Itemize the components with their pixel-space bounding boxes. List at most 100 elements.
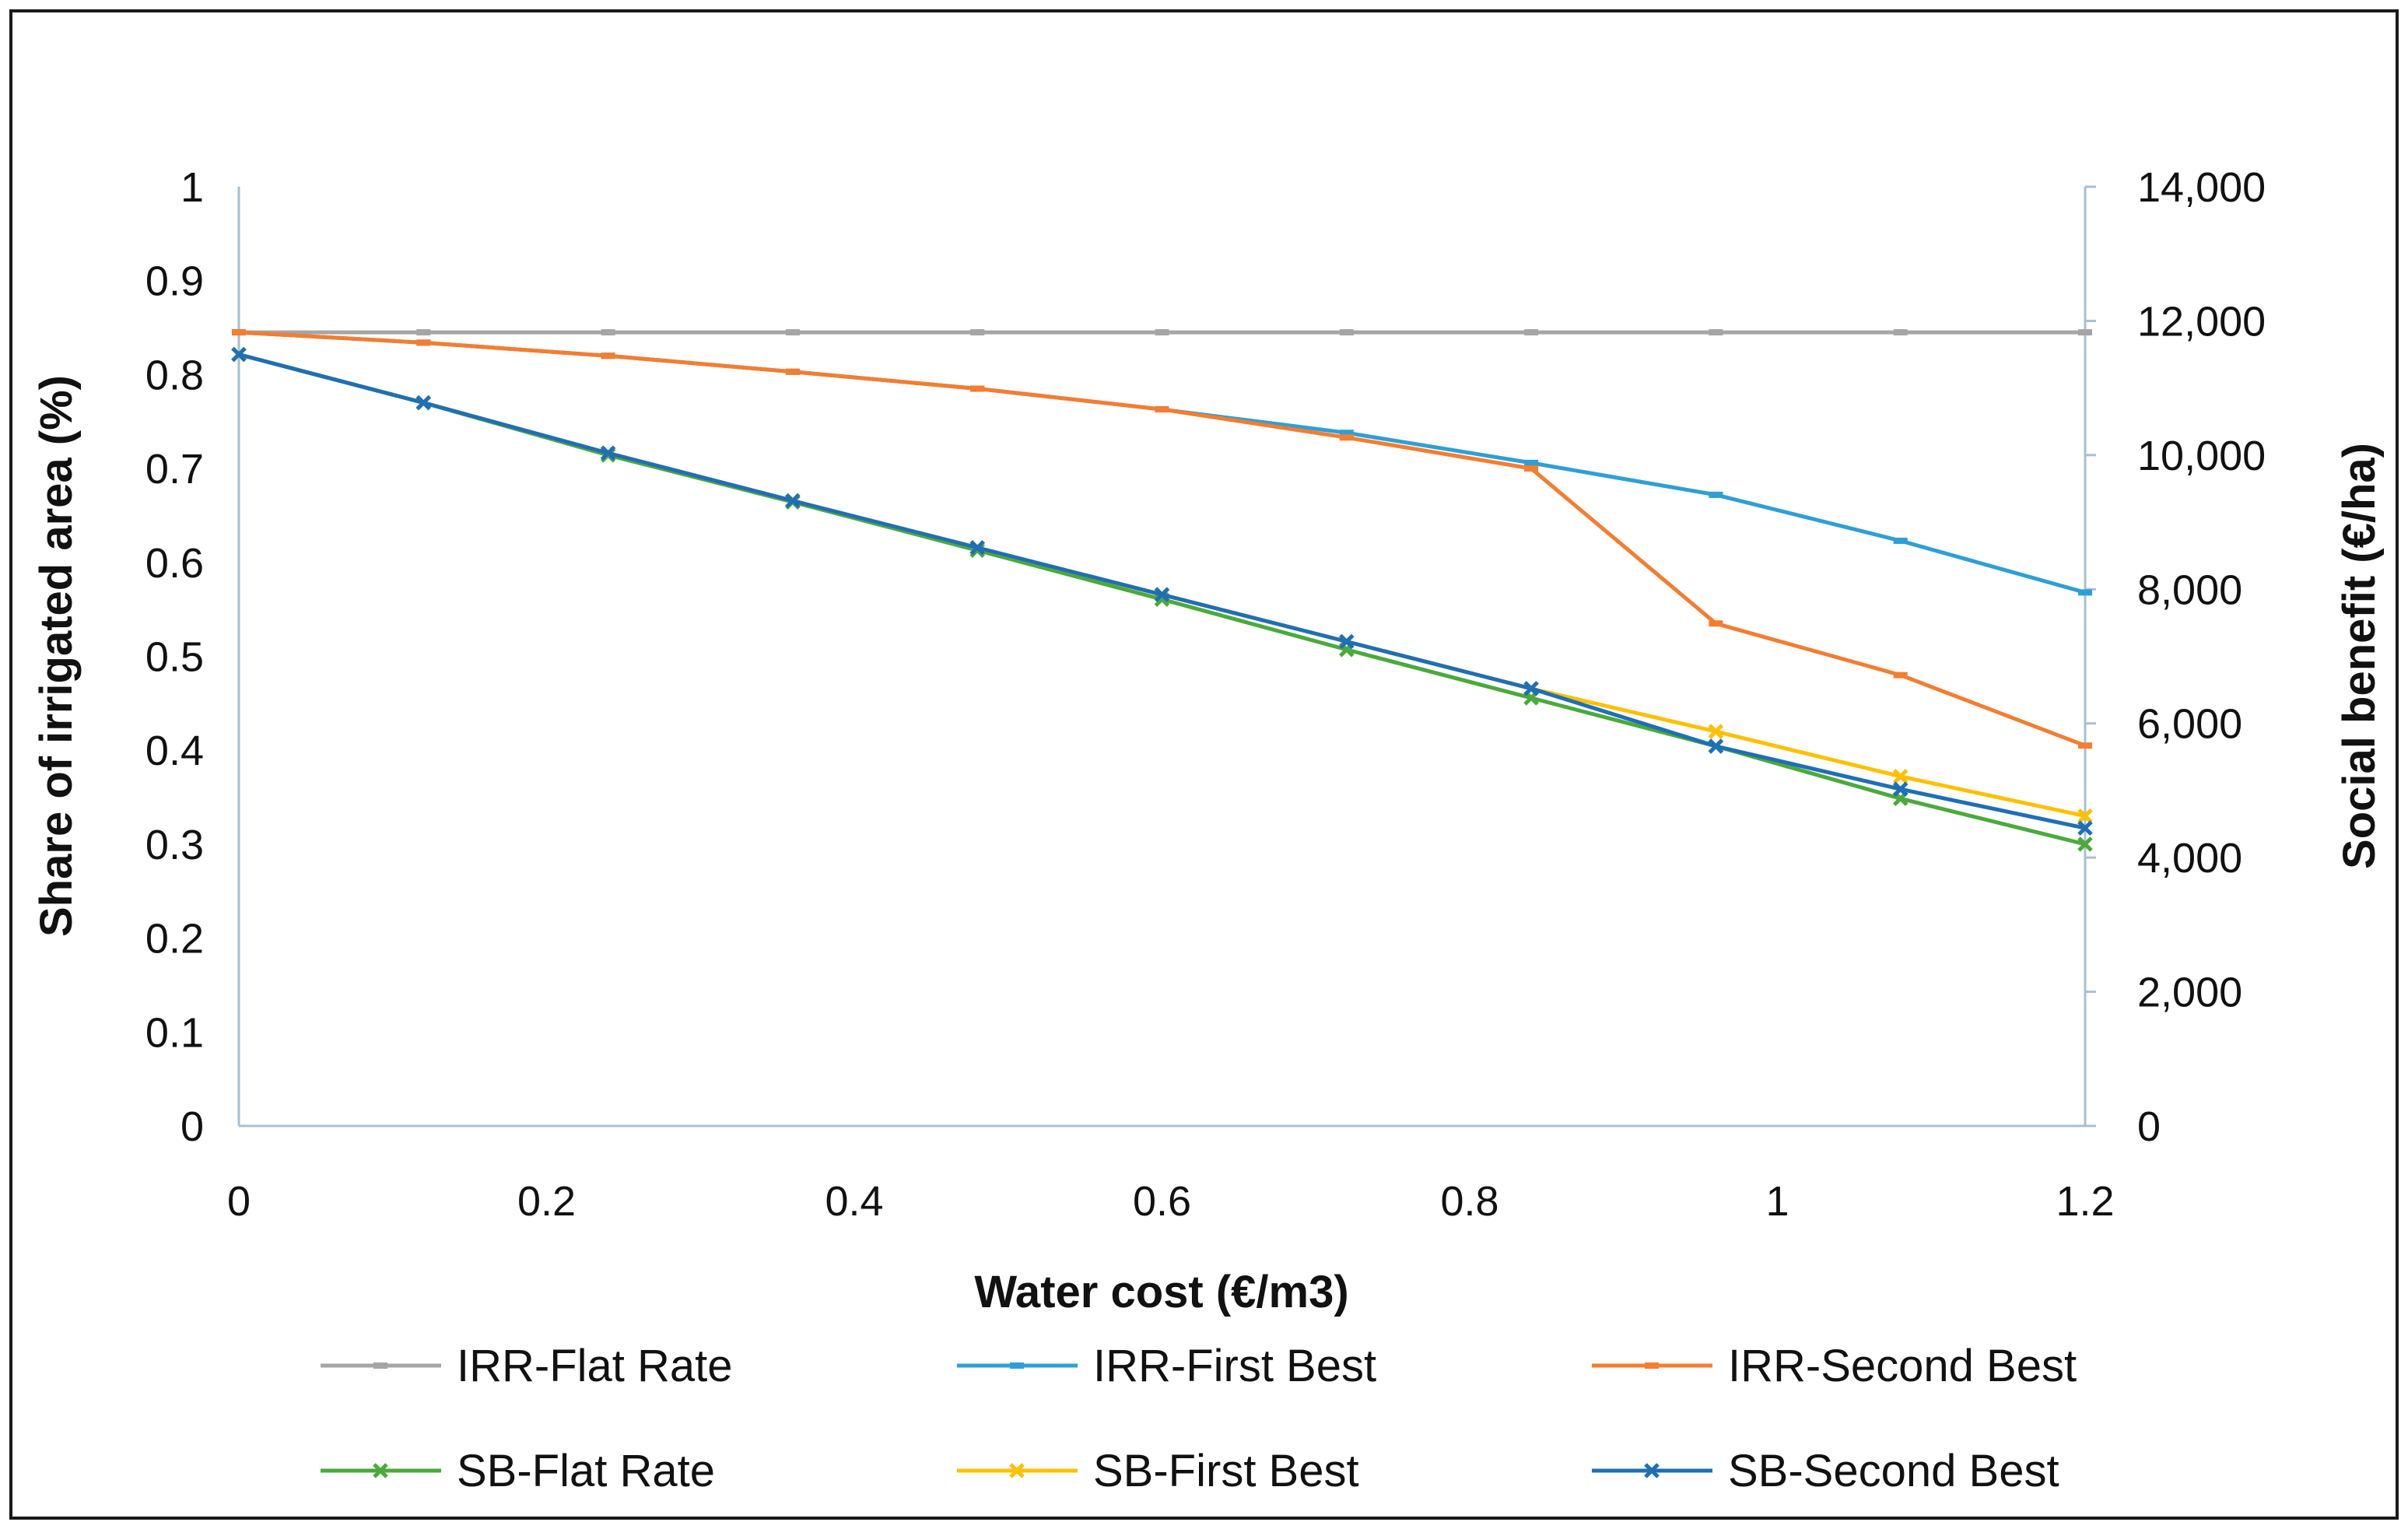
- left-y-tick-label: 0.1: [145, 1009, 204, 1056]
- data-point-irr-flat-rate: [1155, 329, 1169, 336]
- data-point-irr-first-best: [1524, 459, 1539, 466]
- legend-marker: [1009, 1463, 1025, 1478]
- data-point-sb-second-best: [2077, 820, 2093, 836]
- data-point-sb-second-best: [1339, 633, 1355, 650]
- data-point-irr-second-best: [416, 339, 431, 346]
- series-irr-flat-rate: [232, 329, 2092, 336]
- legend-item-irr-second-best: IRR-Second Best: [1592, 1341, 2077, 1391]
- legend-label: IRR-Flat Rate: [457, 1341, 733, 1391]
- left-y-tick-label: 0.2: [145, 916, 204, 963]
- data-point-irr-second-best: [1709, 620, 1723, 627]
- data-point-irr-second-best: [970, 385, 985, 392]
- data-point-sb-second-best: [1708, 738, 1724, 754]
- data-point-irr-flat-rate: [416, 329, 431, 336]
- series-line-irr-second-best: [238, 330, 2086, 748]
- right-y-tick-labels: 0 2,000 4,000 6,000 8,000 10,000 12,000 14,000: [2085, 164, 2266, 1150]
- data-point-irr-flat-rate: [970, 329, 985, 336]
- series-irr-second-best: [232, 329, 2092, 749]
- x-tick-label: 0.4: [825, 1178, 883, 1225]
- data-point-irr-second-best: [232, 329, 246, 336]
- legend-marker: [373, 1463, 388, 1478]
- data-point-sb-second-best: [231, 346, 247, 363]
- right-y-tick-label: 8,000: [2137, 566, 2242, 613]
- right-y-axis-title: Social benefit (€/ha): [2334, 443, 2385, 869]
- data-point-irr-first-best: [1339, 430, 1354, 437]
- legend-item-irr-first-best: IRR-First Best: [957, 1341, 1376, 1391]
- series-line-sb-first-best: [238, 352, 2086, 819]
- left-y-tick-label: 0: [181, 1103, 204, 1150]
- x-tick-label: 1: [1765, 1178, 1789, 1225]
- series-group: [231, 329, 2093, 852]
- data-point-irr-second-best: [1524, 465, 1539, 472]
- data-point-sb-second-best: [600, 445, 616, 461]
- x-tick-label: 0: [227, 1178, 251, 1225]
- legend-marker: [1645, 1362, 1659, 1369]
- data-point-sb-second-best: [1154, 587, 1170, 602]
- left-y-tick-label: 0.5: [145, 634, 204, 681]
- series-line-irr-first-best: [238, 330, 2086, 594]
- x-tick-labels: 0 0.2 0.4 0.6 0.8 1 1.2: [227, 1178, 2115, 1225]
- right-y-tick-label: 12,000: [2137, 298, 2266, 345]
- right-y-tick-label: 14,000: [2137, 164, 2266, 211]
- data-point-irr-first-best: [2078, 589, 2092, 596]
- legend-item-sb-first-best: SB-First Best: [957, 1446, 1359, 1496]
- series-irr-first-best: [232, 329, 2092, 596]
- left-y-tick-label: 1: [181, 164, 204, 211]
- data-point-sb-first-best: [2077, 808, 2093, 824]
- data-point-sb-flat-rate: [2077, 836, 2093, 852]
- left-y-tick-label: 0.7: [145, 446, 204, 493]
- legend-item-sb-second-best: SB-Second Best: [1592, 1446, 2059, 1496]
- data-point-sb-second-best: [1523, 681, 1539, 696]
- legend: IRR-Flat Rate IRR-First Best IRR-Second Be…: [321, 1341, 2077, 1496]
- legend-marker: [373, 1362, 387, 1369]
- data-point-irr-flat-rate: [1709, 329, 1723, 336]
- data-point-irr-first-best: [1709, 491, 1723, 498]
- data-point-irr-flat-rate: [2078, 329, 2092, 336]
- data-point-irr-second-best: [1893, 672, 1908, 679]
- data-point-sb-second-best: [415, 395, 432, 411]
- x-axis-title: Water cost (€/m3): [974, 1267, 1348, 1317]
- x-tick-label: 0.2: [517, 1178, 576, 1225]
- data-point-irr-second-best: [1155, 406, 1169, 413]
- series-sb-first-best: [231, 346, 2093, 824]
- axes: [237, 187, 2087, 1127]
- data-point-sb-first-best: [1708, 724, 1724, 739]
- data-point-irr-second-best: [601, 352, 615, 359]
- x-tick-label: 0.8: [1440, 1178, 1498, 1225]
- data-point-irr-first-best: [1893, 538, 1908, 545]
- x-tick-label: 0.6: [1133, 1178, 1191, 1225]
- left-y-tick-label: 0.4: [145, 728, 204, 774]
- right-y-tick-label: 4,000: [2137, 835, 2242, 882]
- left-y-tick-labels: 0 0.1 0.2 0.3 0.4 0.5 0.6 0.7 0.8 0.9 1: [145, 164, 204, 1150]
- right-y-tick-label: 2,000: [2137, 970, 2242, 1016]
- series-line-sb-second-best: [238, 352, 2086, 830]
- legend-item-sb-flat-rate: SB-Flat Rate: [321, 1446, 715, 1496]
- data-point-sb-second-best: [1892, 781, 1909, 797]
- legend-marker: [1644, 1463, 1660, 1478]
- left-y-tick-label: 0.8: [145, 352, 204, 398]
- right-y-tick-label: 6,000: [2137, 701, 2242, 748]
- left-y-tick-label: 0.3: [145, 822, 204, 868]
- series-sb-second-best: [231, 346, 2093, 836]
- data-point-irr-flat-rate: [1893, 329, 1908, 336]
- data-point-irr-second-best: [1339, 434, 1354, 441]
- left-y-tick-label: 0.9: [145, 258, 204, 305]
- right-y-tick-label: 0: [2137, 1103, 2161, 1150]
- legend-label: IRR-First Best: [1093, 1341, 1376, 1391]
- data-point-irr-second-best: [2078, 742, 2092, 749]
- data-point-irr-flat-rate: [1524, 329, 1539, 336]
- left-y-axis-title: Share of irrigated area (%): [31, 375, 82, 937]
- data-point-sb-second-best: [969, 540, 985, 556]
- data-point-sb-first-best: [1892, 769, 1909, 784]
- legend-item-irr-flat-rate: IRR-Flat Rate: [321, 1341, 733, 1391]
- series-sb-flat-rate: [231, 346, 2093, 852]
- data-point-irr-flat-rate: [601, 329, 615, 336]
- data-point-irr-second-best: [785, 368, 800, 375]
- left-y-tick-label: 0.6: [145, 540, 204, 587]
- right-y-tick-label: 10,000: [2137, 433, 2266, 479]
- data-point-irr-flat-rate: [1339, 329, 1354, 336]
- chart-frame: [9, 9, 2399, 1520]
- data-point-sb-second-best: [785, 493, 801, 509]
- legend-label: SB-First Best: [1093, 1446, 1359, 1496]
